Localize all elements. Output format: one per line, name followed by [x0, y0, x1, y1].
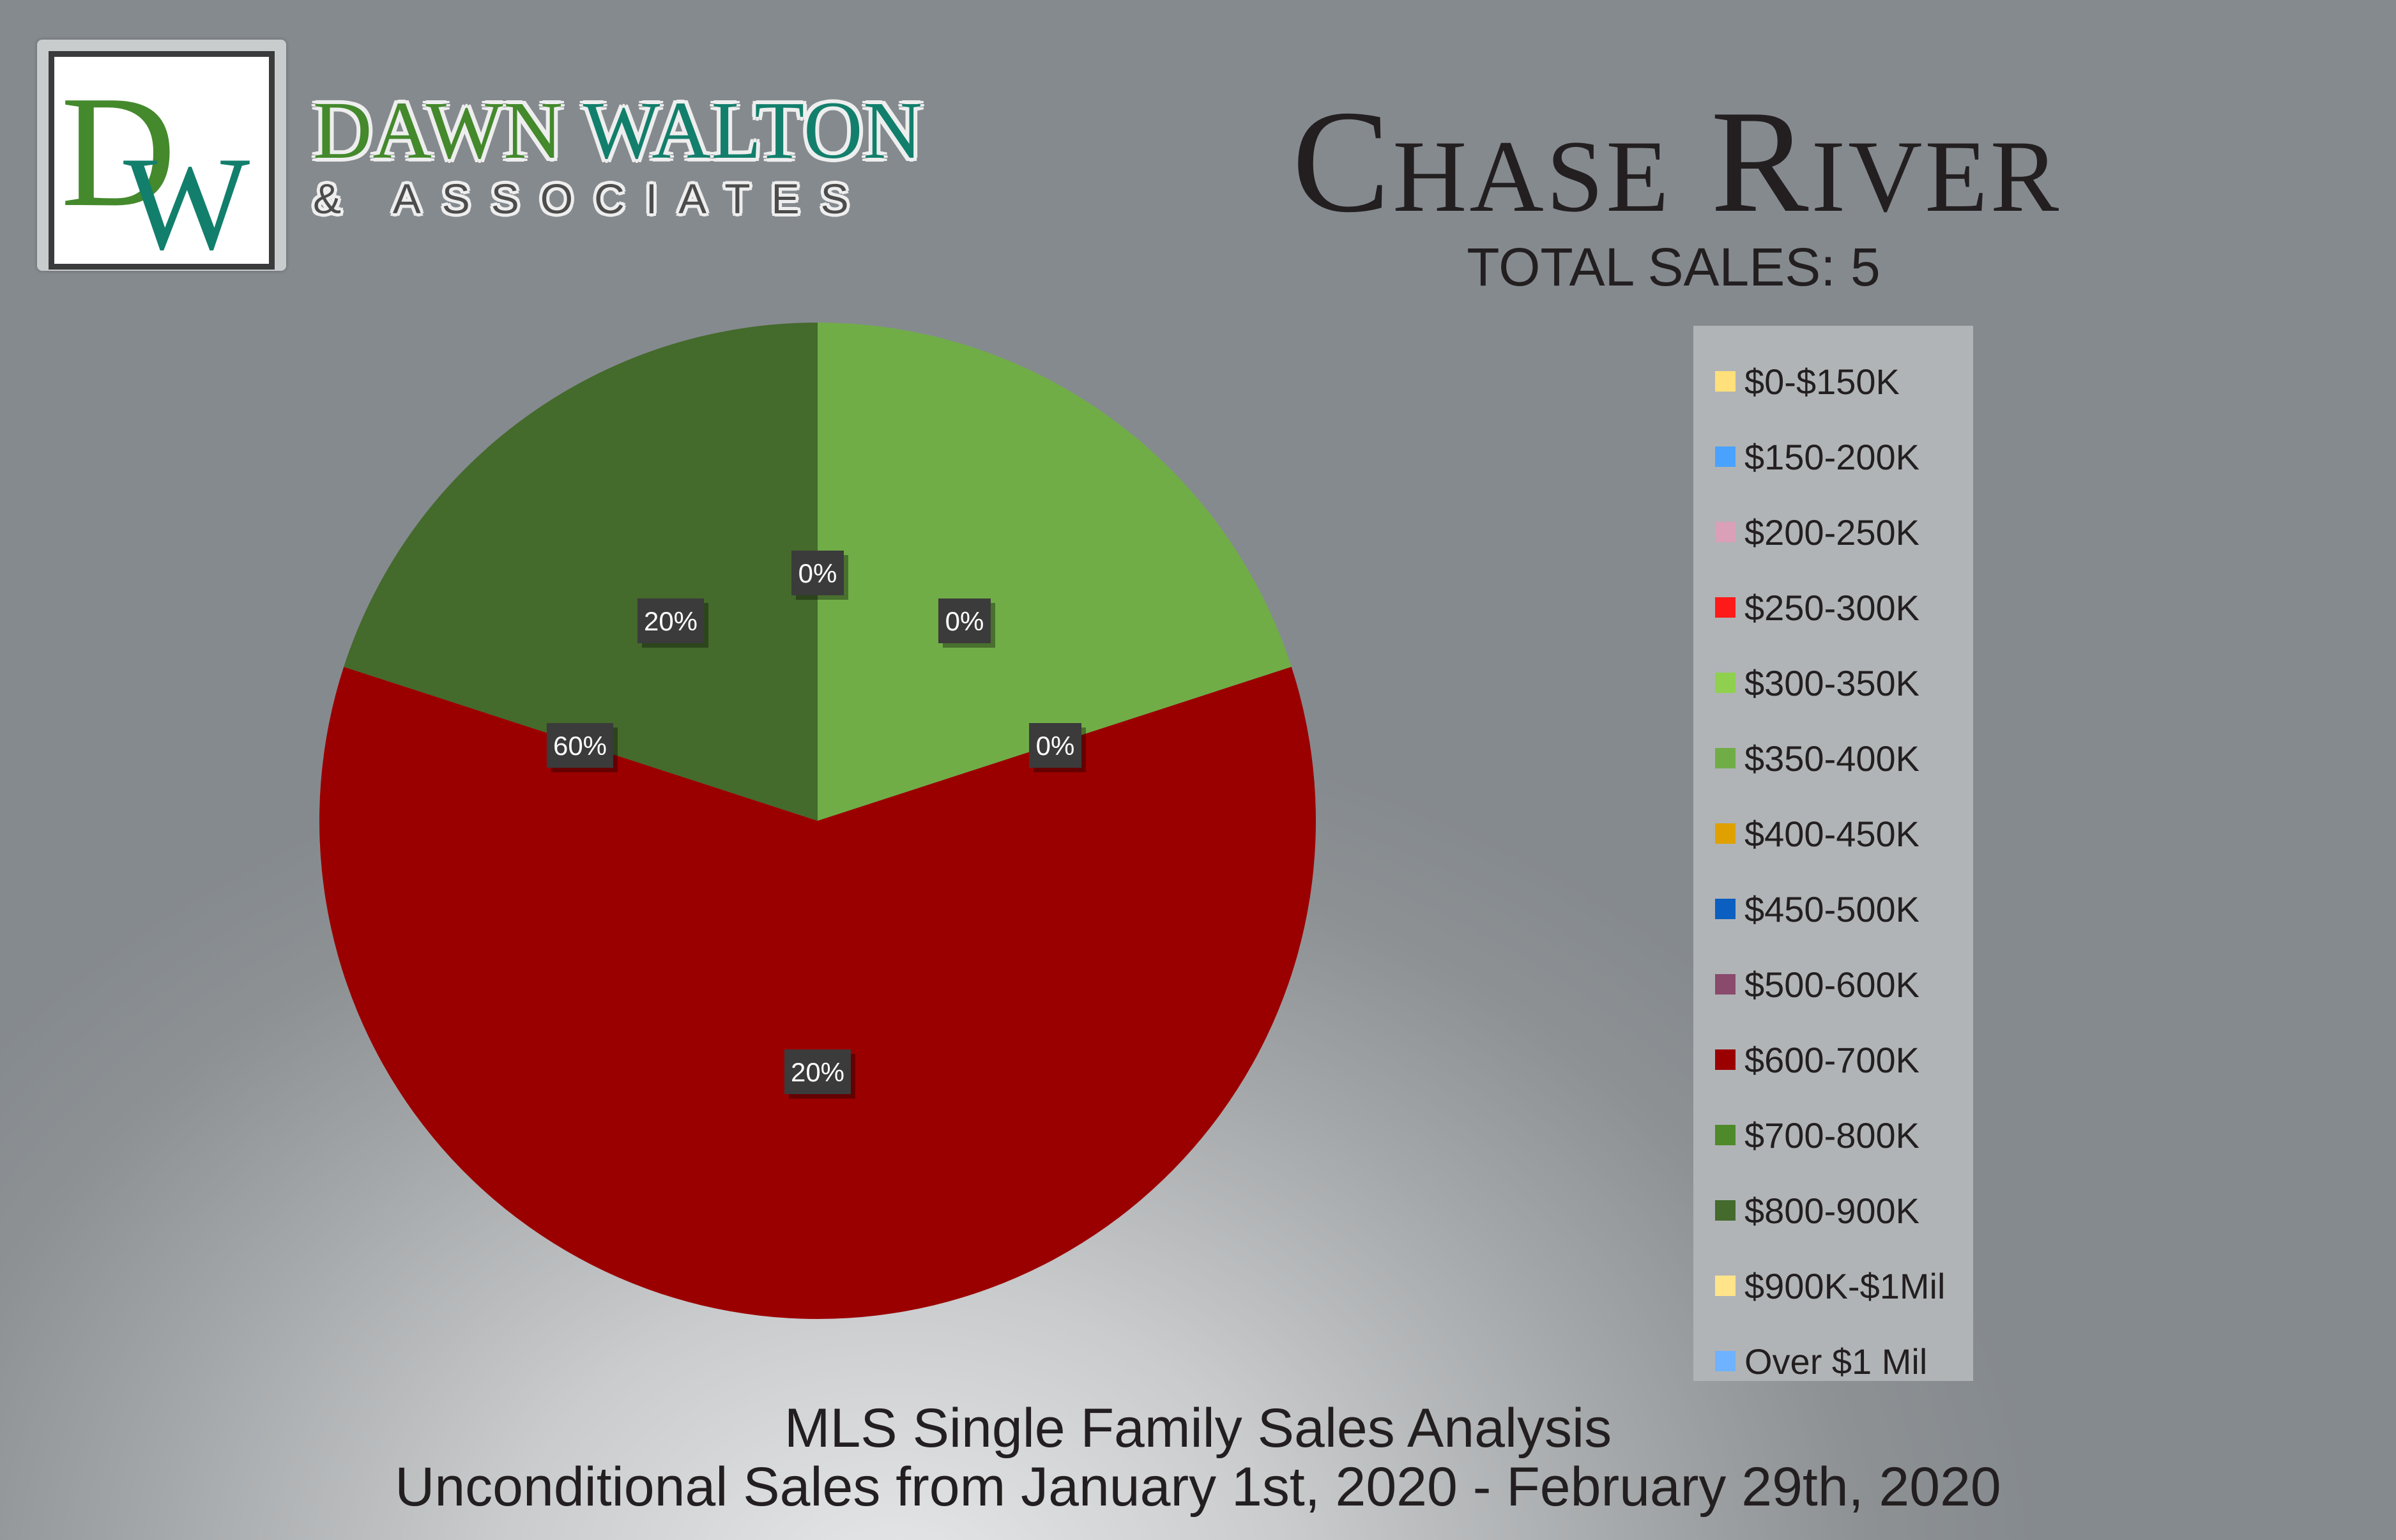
brand-wordmark: DAWN WALTON & ASSOCIATES: [313, 89, 952, 221]
legend-swatch: [1715, 899, 1736, 919]
legend-item: Over $1 Mil: [1693, 1323, 1973, 1399]
footer-date-range: Unconditional Sales from January 1st, 20…: [395, 1456, 2001, 1518]
legend-label: $450-500K: [1744, 888, 1920, 929]
data-label-box: [637, 598, 704, 643]
legend-item: $400-450K: [1693, 796, 1973, 871]
data-label-box: [784, 1049, 851, 1094]
legend-label: $300-350K: [1744, 662, 1920, 703]
legend-item: $900K-$1Mil: [1693, 1248, 1973, 1323]
legend-swatch: [1715, 673, 1736, 693]
legend-label: $250-300K: [1744, 587, 1920, 628]
data-label: 0%: [945, 606, 984, 636]
legend-label: $900K-$1Mil: [1744, 1265, 1946, 1306]
data-label-box: [791, 551, 844, 595]
data-label-box: [938, 598, 991, 643]
page-title: Chase River: [1292, 80, 2062, 243]
logo-frame: D W: [49, 51, 275, 270]
legend-item: $150-200K: [1693, 419, 1973, 494]
legend-label: $800-900K: [1744, 1190, 1920, 1231]
legend-label: $200-250K: [1744, 512, 1920, 553]
monogram-d: D: [61, 63, 176, 240]
legend-swatch: [1715, 1351, 1736, 1371]
legend-item: $350-400K: [1693, 720, 1973, 796]
legend-swatch: [1715, 748, 1736, 768]
legend-label: $350-400K: [1744, 738, 1920, 779]
pie-slices: [319, 323, 1316, 1319]
legend-swatch: [1715, 1200, 1736, 1221]
legend-label: $700-800K: [1744, 1115, 1920, 1155]
legend-item: $500-600K: [1693, 947, 1973, 1022]
legend-label: Over $1 Mil: [1744, 1341, 1928, 1382]
legend-item: $300-350K: [1693, 645, 1973, 720]
pie-slice: [818, 323, 1292, 821]
data-label: 20%: [644, 606, 698, 636]
legend-swatch: [1715, 974, 1736, 995]
monogram-w: W: [123, 130, 250, 264]
brand-name: DAWN WALTON: [313, 89, 952, 171]
legend-label: $600-700K: [1744, 1039, 1920, 1080]
chart-legend: $0-$150K $150-200K $200-250K $250-300K $300-…: [1693, 326, 1973, 1382]
legend-label: $0-$150K: [1744, 361, 1900, 402]
legend-swatch: [1715, 823, 1736, 844]
dw-monogram-logo: D W: [61, 63, 250, 264]
logo-badge: D W: [37, 40, 286, 271]
brand-tagline: & ASSOCIATES: [313, 175, 870, 222]
brand-name-first: DAWN: [313, 85, 563, 176]
legend-swatch: [1715, 446, 1736, 467]
legend-label: $150-200K: [1744, 436, 1920, 477]
legend-swatch: [1715, 1125, 1736, 1145]
data-label-box: [1029, 723, 1081, 768]
data-label-box: [547, 723, 613, 768]
legend-item: $600-700K: [1693, 1022, 1973, 1097]
pie-data-labels: 0% 20% 0% 60% 0% 20%: [547, 551, 1086, 1099]
pie-slice: [344, 323, 818, 821]
legend-item: $700-800K: [1693, 1097, 1973, 1173]
brand-name-last: WALTON: [583, 85, 923, 176]
legend-item: $800-900K: [1693, 1173, 1973, 1248]
legend-swatch: [1715, 522, 1736, 542]
legend-item: $0-$150K: [1693, 344, 1973, 419]
legend-swatch: [1715, 371, 1736, 392]
legend-item: $450-500K: [1693, 871, 1973, 947]
pie-slice: [319, 666, 1316, 1319]
legend-swatch: [1715, 597, 1736, 618]
legend-label: $500-600K: [1744, 964, 1920, 1005]
data-label: 0%: [798, 558, 837, 588]
data-label: 60%: [553, 731, 607, 761]
legend-item: $200-250K: [1693, 494, 1973, 570]
data-label: 20%: [791, 1057, 844, 1087]
legend-swatch: [1715, 1276, 1736, 1296]
data-label: 0%: [1036, 731, 1075, 761]
footer-title: MLS Single Family Sales Analysis: [784, 1398, 1612, 1459]
legend-swatch: [1715, 1049, 1736, 1070]
legend-label: $400-450K: [1744, 813, 1920, 854]
total-sales: TOTAL SALES: 5: [1467, 237, 1881, 297]
legend-item: $250-300K: [1693, 570, 1973, 645]
